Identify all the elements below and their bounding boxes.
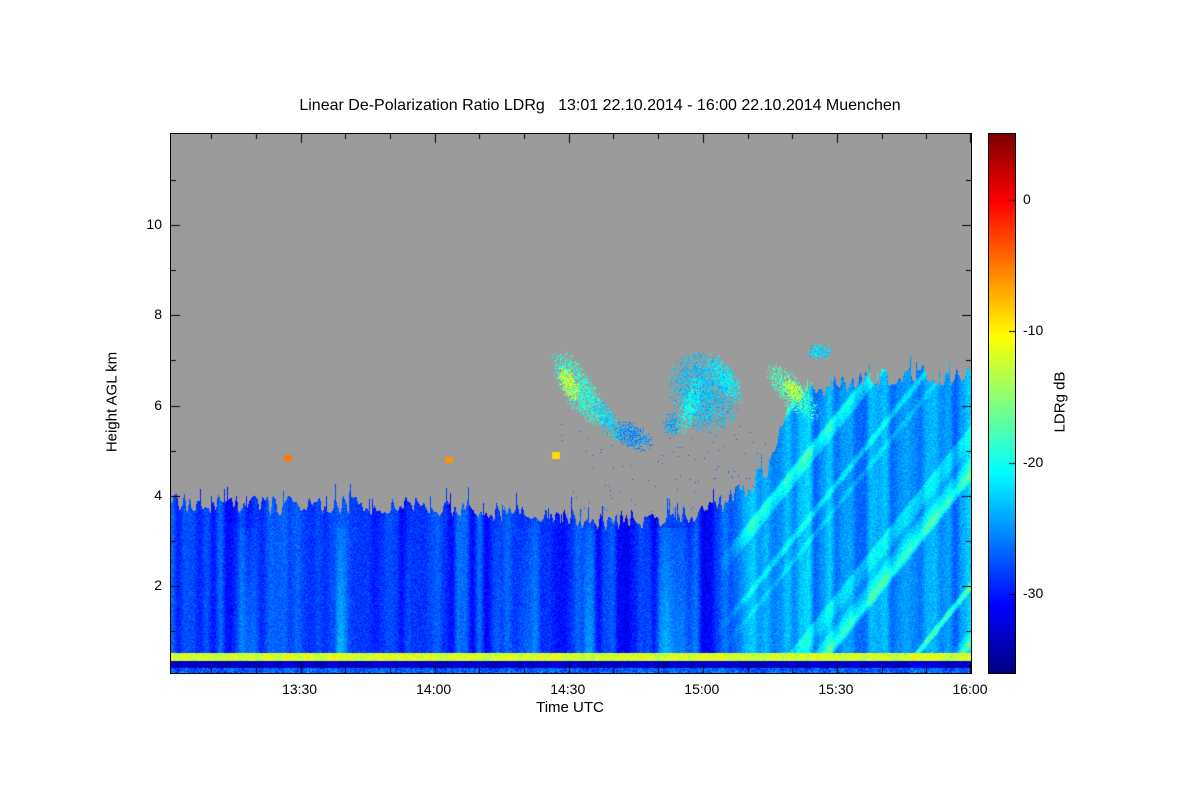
x-axis-label: Time UTC [536,699,604,716]
colorbar-tick-label: -30 [1023,585,1044,602]
colorbar [988,133,1016,674]
x-tick-label: 15:00 [684,681,720,697]
x-tick-label: 16:00 [952,681,988,697]
plot-area [170,133,972,674]
y-tick-label: 8 [154,306,162,323]
x-tick-label: 15:30 [818,681,854,697]
axis-ticks-overlay [171,134,971,673]
x-tick-label: 14:00 [416,681,452,697]
colorbar-tick-label: -10 [1023,322,1044,339]
colorbar-tick-label: -20 [1023,453,1044,470]
colorbar-gradient-canvas [989,134,1015,673]
x-tick-label: 14:30 [550,681,586,697]
y-tick-label: 6 [154,396,162,413]
colorbar-tick-label: 0 [1023,190,1031,207]
y-tick-label: 2 [154,576,162,593]
y-tick-label: 10 [146,216,162,233]
x-tick-label: 13:30 [282,681,318,697]
y-tick-label: 4 [154,486,162,503]
chart-title: Linear De-Polarization Ratio LDRg 13:01 … [299,97,901,114]
colorbar-axis-label: LDRg dB [1051,371,1069,433]
